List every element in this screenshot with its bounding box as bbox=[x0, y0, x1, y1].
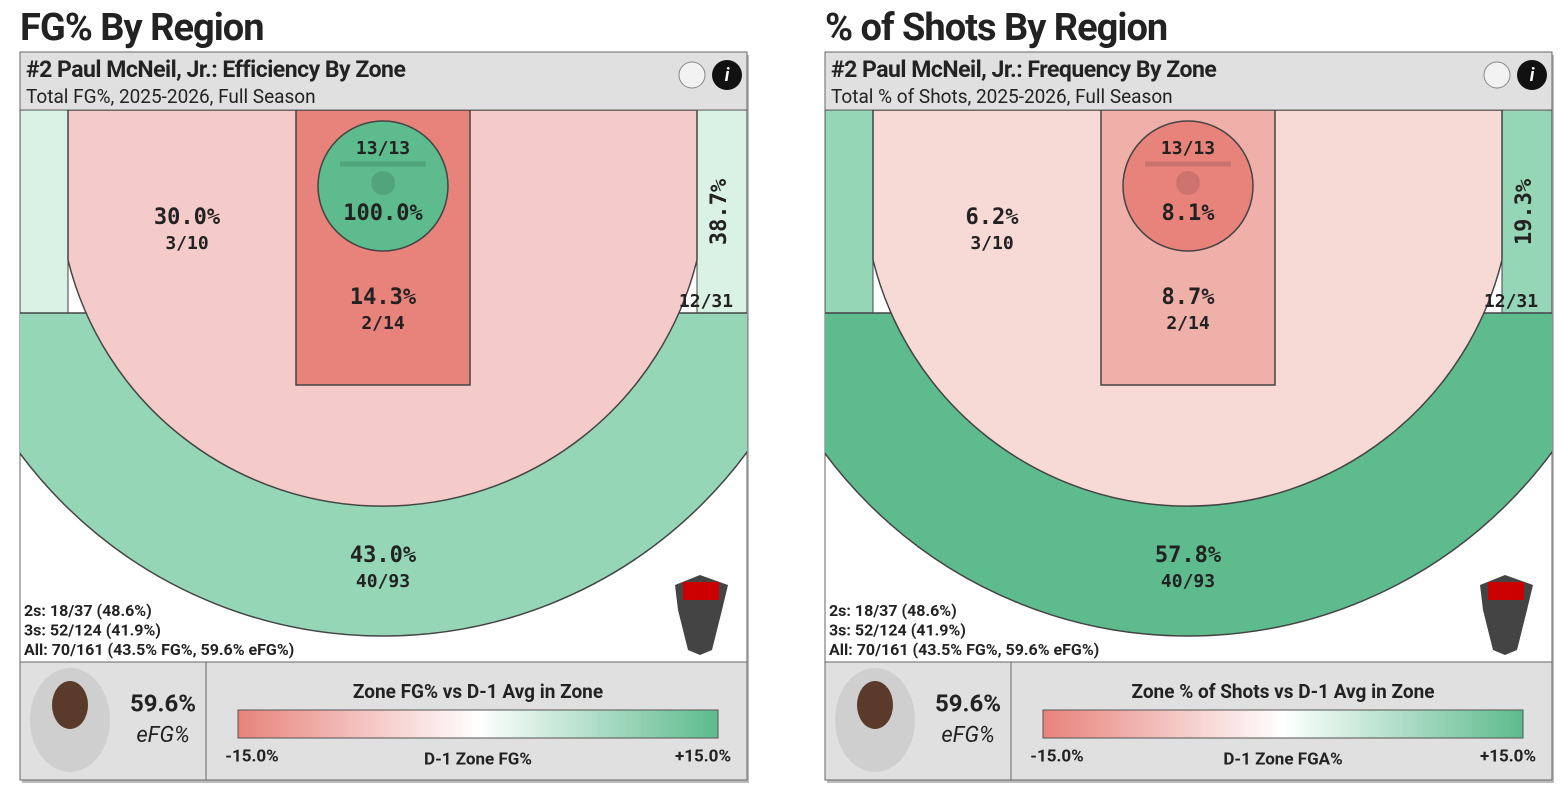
corner-value: 19.3% bbox=[1512, 178, 1537, 245]
efg-value: 59.6% bbox=[935, 689, 1001, 717]
midrange-label: 3/10 bbox=[165, 233, 208, 254]
corner-label: 12/31 bbox=[679, 291, 733, 312]
toggle-icon[interactable] bbox=[1483, 61, 1511, 89]
legend-gradient bbox=[1042, 709, 1524, 739]
efg-value: 59.6% bbox=[130, 689, 196, 717]
player-head bbox=[52, 681, 88, 729]
legend-gradient bbox=[237, 709, 719, 739]
player-head bbox=[857, 681, 893, 729]
panel-heading: % of Shots By Region bbox=[825, 6, 1167, 50]
stat-line: 3s: 52/124 (41.9%) bbox=[24, 621, 161, 640]
stat-line: All: 70/161 (43.5% FG%, 59.6% eFG%) bbox=[24, 640, 294, 659]
paint-label: 2/14 bbox=[361, 313, 405, 334]
team-logo-band bbox=[683, 582, 719, 600]
info-icon[interactable] bbox=[712, 60, 742, 90]
deep-three-value: 57.8% bbox=[1155, 543, 1222, 568]
hoop bbox=[1176, 171, 1200, 195]
corner-label: 12/31 bbox=[1484, 291, 1538, 312]
deep-three-label: 40/93 bbox=[1161, 571, 1215, 592]
toggle-icon[interactable] bbox=[678, 61, 706, 89]
panel-subtitle: Total % of Shots, 2025-2026, Full Season bbox=[831, 85, 1173, 108]
efg-label: eFG% bbox=[941, 723, 994, 748]
corner-value: 38.7% bbox=[707, 178, 732, 245]
team-logo-band bbox=[1488, 582, 1524, 600]
panel-subtitle: Total FG%, 2025-2026, Full Season bbox=[26, 85, 316, 108]
rim-value: 8.1% bbox=[1162, 201, 1216, 226]
zone-rim bbox=[317, 120, 449, 252]
deep-three-value: 43.0% bbox=[350, 543, 417, 568]
legend-min: -15.0% bbox=[225, 746, 278, 766]
panel-title: #2 Paul McNeil, Jr.: Frequency By Zone bbox=[831, 56, 1216, 83]
hoop bbox=[371, 171, 395, 195]
header-band bbox=[824, 51, 1553, 111]
legend-min: -15.0% bbox=[1030, 746, 1083, 766]
midrange-value: 6.2% bbox=[966, 205, 1020, 230]
legend-title: Zone FG% vs D-1 Avg in Zone bbox=[353, 680, 603, 703]
panel-heading: FG% By Region bbox=[20, 6, 264, 50]
legend-title: Zone % of Shots vs D-1 Avg in Zone bbox=[1132, 680, 1435, 703]
stat-line: 3s: 52/124 (41.9%) bbox=[829, 621, 966, 640]
paint-label: 2/14 bbox=[1166, 313, 1210, 334]
legend-axis: D-1 Zone FG% bbox=[424, 749, 532, 769]
legend-axis: D-1 Zone FGA% bbox=[1223, 749, 1342, 769]
rim-value: 100.0% bbox=[343, 201, 423, 226]
stat-line: All: 70/161 (43.5% FG%, 59.6% eFG%) bbox=[829, 640, 1099, 659]
panel: FG% By Region #2 Paul McNeil, Jr.: Effici… bbox=[19, 6, 749, 783]
zone-corner-right bbox=[1501, 110, 1552, 314]
zone-corner-left bbox=[20, 110, 69, 314]
legend-max: +15.0% bbox=[1480, 746, 1536, 766]
header-band bbox=[19, 51, 748, 111]
stat-line: 2s: 18/37 (48.6%) bbox=[829, 601, 957, 620]
rim-label: 13/13 bbox=[1161, 138, 1215, 159]
panel: % of Shots By Region #2 Paul McNeil, Jr.:… bbox=[824, 6, 1554, 783]
midrange-label: 3/10 bbox=[970, 233, 1013, 254]
zone-corner-right bbox=[696, 110, 747, 314]
panel-title: #2 Paul McNeil, Jr.: Efficiency By Zone bbox=[26, 56, 405, 83]
midrange-value: 30.0% bbox=[154, 205, 221, 230]
court bbox=[825, 110, 1552, 637]
legend-max: +15.0% bbox=[675, 746, 731, 766]
rim-label: 13/13 bbox=[356, 138, 410, 159]
info-icon[interactable] bbox=[1517, 60, 1547, 90]
stat-line: 2s: 18/37 (48.6%) bbox=[24, 601, 152, 620]
info-glyph: i bbox=[725, 65, 730, 86]
info-glyph: i bbox=[1530, 65, 1535, 86]
efg-label: eFG% bbox=[136, 723, 189, 748]
deep-three-label: 40/93 bbox=[356, 571, 410, 592]
paint-value: 8.7% bbox=[1162, 285, 1216, 310]
court bbox=[20, 110, 747, 637]
zone-corner-left bbox=[825, 110, 874, 314]
zone-rim bbox=[1122, 120, 1254, 252]
paint-value: 14.3% bbox=[350, 285, 417, 310]
